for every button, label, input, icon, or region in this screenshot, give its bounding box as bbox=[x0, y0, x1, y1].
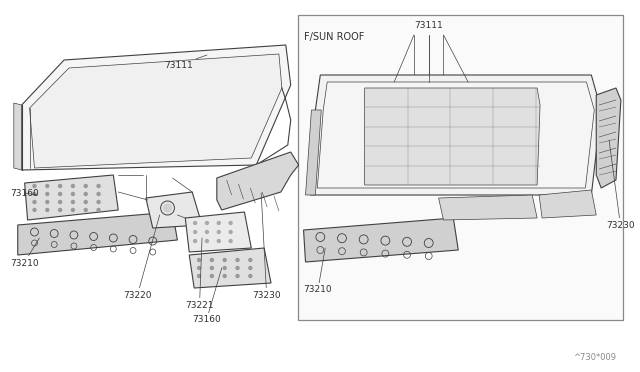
Polygon shape bbox=[186, 212, 252, 252]
Text: 73210: 73210 bbox=[10, 238, 40, 267]
Text: 73210: 73210 bbox=[303, 248, 332, 295]
Circle shape bbox=[46, 192, 49, 196]
Circle shape bbox=[198, 275, 200, 278]
Text: ^730*009: ^730*009 bbox=[573, 353, 616, 362]
Circle shape bbox=[236, 275, 239, 278]
Circle shape bbox=[84, 185, 87, 187]
Polygon shape bbox=[310, 75, 601, 195]
Text: 73220: 73220 bbox=[123, 215, 159, 299]
Circle shape bbox=[164, 204, 172, 212]
Circle shape bbox=[223, 259, 226, 262]
Circle shape bbox=[46, 208, 49, 212]
Circle shape bbox=[46, 201, 49, 203]
Polygon shape bbox=[14, 103, 22, 170]
Text: 73160: 73160 bbox=[192, 268, 221, 324]
Circle shape bbox=[223, 275, 226, 278]
Circle shape bbox=[198, 266, 200, 269]
Text: 73111: 73111 bbox=[414, 21, 443, 30]
Circle shape bbox=[33, 208, 36, 212]
Circle shape bbox=[211, 266, 213, 269]
Circle shape bbox=[84, 192, 87, 196]
Circle shape bbox=[229, 231, 232, 234]
Circle shape bbox=[72, 192, 74, 196]
Circle shape bbox=[97, 185, 100, 187]
Circle shape bbox=[72, 208, 74, 212]
Circle shape bbox=[229, 221, 232, 224]
Polygon shape bbox=[438, 195, 537, 220]
Polygon shape bbox=[22, 45, 291, 170]
Circle shape bbox=[236, 266, 239, 269]
Text: 73221: 73221 bbox=[186, 238, 214, 310]
Circle shape bbox=[218, 231, 220, 234]
Circle shape bbox=[59, 208, 61, 212]
Polygon shape bbox=[18, 212, 177, 255]
Polygon shape bbox=[303, 218, 458, 262]
Circle shape bbox=[33, 201, 36, 203]
Circle shape bbox=[249, 259, 252, 262]
Circle shape bbox=[218, 221, 220, 224]
Text: 73230: 73230 bbox=[606, 140, 635, 230]
Polygon shape bbox=[217, 152, 299, 210]
Polygon shape bbox=[146, 192, 202, 228]
Circle shape bbox=[218, 240, 220, 243]
Polygon shape bbox=[365, 88, 540, 185]
Polygon shape bbox=[539, 190, 596, 218]
Circle shape bbox=[33, 192, 36, 196]
Circle shape bbox=[194, 231, 196, 234]
Circle shape bbox=[46, 185, 49, 187]
Polygon shape bbox=[305, 110, 321, 195]
Circle shape bbox=[72, 185, 74, 187]
Circle shape bbox=[249, 275, 252, 278]
Circle shape bbox=[194, 221, 196, 224]
Bar bbox=[298, 15, 623, 320]
Circle shape bbox=[33, 185, 36, 187]
Circle shape bbox=[194, 240, 196, 243]
Circle shape bbox=[72, 201, 74, 203]
Circle shape bbox=[59, 192, 61, 196]
Circle shape bbox=[229, 240, 232, 243]
Circle shape bbox=[97, 201, 100, 203]
Circle shape bbox=[236, 259, 239, 262]
Text: F/SUN ROOF: F/SUN ROOF bbox=[303, 32, 364, 42]
Circle shape bbox=[84, 208, 87, 212]
Polygon shape bbox=[189, 248, 271, 288]
Circle shape bbox=[97, 208, 100, 212]
Polygon shape bbox=[317, 82, 595, 188]
Polygon shape bbox=[29, 54, 282, 168]
Text: 73111: 73111 bbox=[164, 55, 207, 70]
Polygon shape bbox=[596, 88, 621, 188]
Circle shape bbox=[59, 201, 61, 203]
Circle shape bbox=[198, 259, 200, 262]
Circle shape bbox=[211, 259, 213, 262]
Circle shape bbox=[249, 266, 252, 269]
Circle shape bbox=[205, 240, 209, 243]
Polygon shape bbox=[24, 175, 118, 220]
Text: 73230: 73230 bbox=[252, 193, 281, 299]
Circle shape bbox=[205, 231, 209, 234]
Circle shape bbox=[205, 221, 209, 224]
Circle shape bbox=[97, 192, 100, 196]
Circle shape bbox=[211, 275, 213, 278]
Text: 73160: 73160 bbox=[10, 189, 38, 198]
Circle shape bbox=[84, 201, 87, 203]
Circle shape bbox=[223, 266, 226, 269]
Circle shape bbox=[59, 185, 61, 187]
